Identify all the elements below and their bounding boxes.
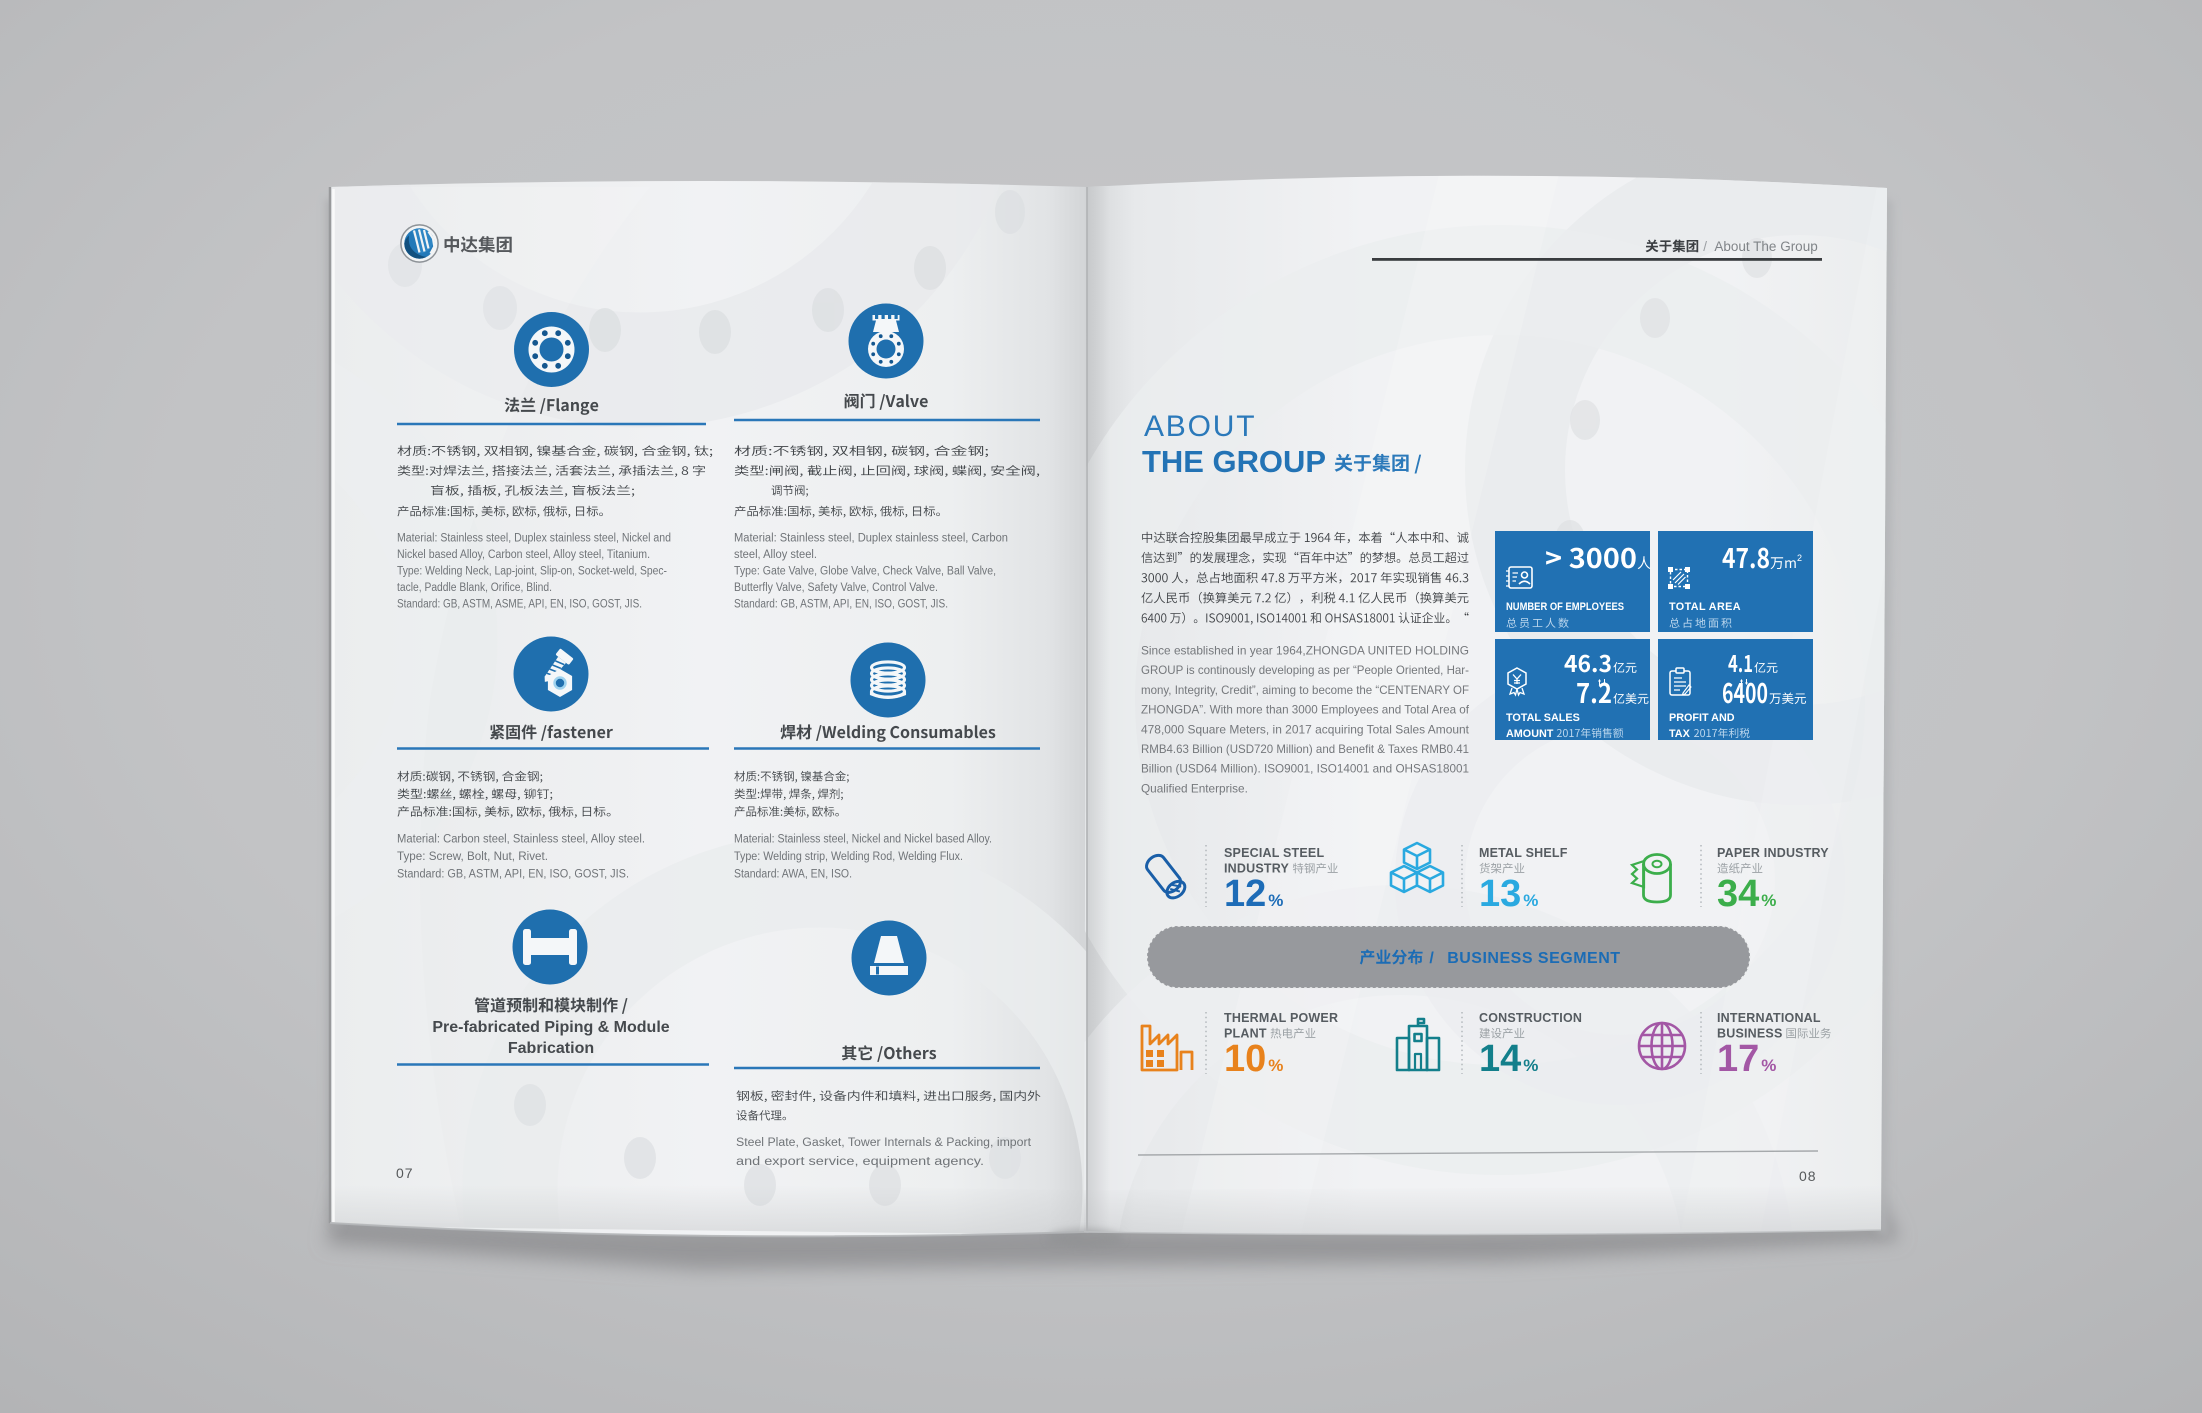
svg-text:PAPER INDUSTRY: PAPER INDUSTRY [1717,846,1829,860]
svg-text:TAX: TAX [1669,728,1691,740]
svg-text:and export service, equipment: and export service, equipment agency. [736,1156,984,1168]
svg-text:RMB4.63 Billion (USD720 Millio: RMB4.63 Billion (USD720 Million) and Ben… [1141,742,1469,756]
svg-text:ABOUT: ABOUT [1144,410,1256,443]
svg-text:07: 07 [396,1165,414,1181]
svg-text:THERMAL POWER: THERMAL POWER [1224,1011,1338,1025]
svg-text:ZHONGDA”. With more than 3000: ZHONGDA”. With more than 3000 Employees … [1141,703,1470,717]
svg-text:mony, Integrity, Credit”, aimi: mony, Integrity, Credit”, aiming to beco… [1141,683,1469,697]
svg-text:Type: Screw, Bolt, Nut, Rivet.: Type: Screw, Bolt, Nut, Rivet. [397,851,548,863]
svg-text:Pre-fabricated Piping & Module: Pre-fabricated Piping & Module [432,1019,669,1036]
svg-text:%: % [1268,1056,1283,1075]
svg-text:Steel Plate, Gasket, Tower Int: Steel Plate, Gasket, Tower Internals & P… [736,1137,1032,1149]
svg-text:%: % [1523,891,1538,910]
svg-text:14: 14 [1479,1038,1521,1080]
svg-text:%: % [1761,891,1776,910]
svg-text:Standard: GB, ASTM, ASME, API,: Standard: GB, ASTM, ASME, API, EN, ISO, … [397,598,642,610]
svg-text:CONSTRUCTION: CONSTRUCTION [1479,1011,1582,1025]
svg-text:NUMBER OF EMPLOYEES: NUMBER OF EMPLOYEES [1506,601,1624,613]
svg-text:%: % [1761,1056,1776,1075]
svg-text:Material: Carbon steel, Stainl: Material: Carbon steel, Stainless steel,… [397,834,645,846]
svg-text:PROFIT AND: PROFIT AND [1669,712,1735,724]
svg-text:Material: Stainless steel, Dup: Material: Stainless steel, Duplex stainl… [734,533,1008,545]
svg-text:Type: Welding Neck, Lap-joint,: Type: Welding Neck, Lap-joint, Slip-on, … [397,565,667,577]
svg-text:/: / [1429,950,1434,967]
svg-text:/: / [1703,239,1707,254]
svg-text:Fabrication: Fabrication [508,1040,594,1057]
svg-text:Standard: GB, ASTM, API, EN, I: Standard: GB, ASTM, API, EN, ISO, GOST, … [734,598,948,610]
svg-text:%: % [1523,1056,1538,1075]
svg-text:THE GROUP: THE GROUP [1142,444,1326,479]
svg-text:Type: Gate Valve, Globe Valve,: Type: Gate Valve, Globe Valve, Check Val… [734,565,996,577]
svg-text:Since established in year 1964: Since established in year 1964,ZHONGDA U… [1141,644,1469,658]
svg-text:10: 10 [1224,1038,1266,1080]
svg-text:34: 34 [1717,873,1759,915]
svg-text:BUSINESS: BUSINESS [1717,1027,1783,1041]
svg-text:TOTAL AREA: TOTAL AREA [1669,601,1741,613]
svg-text:12: 12 [1224,873,1266,915]
svg-text:17: 17 [1717,1038,1759,1080]
svg-text:GROUP is continously developin: GROUP is continously developing as per “… [1141,663,1469,677]
svg-text:SPECIAL STEEL: SPECIAL STEEL [1224,846,1324,860]
svg-text:Standard: AWA, EN, ISO.: Standard: AWA, EN, ISO. [734,869,852,881]
svg-text:AMOUNT: AMOUNT [1506,728,1554,740]
svg-text:METAL SHELF: METAL SHELF [1479,846,1568,860]
svg-text:Qualified Enterprise.: Qualified Enterprise. [1141,781,1248,795]
svg-text:Standard: GB, ASTM, API, EN, I: Standard: GB, ASTM, API, EN, ISO, GOST, … [397,869,629,881]
svg-text:08: 08 [1799,1168,1817,1184]
svg-text:BUSINESS SEGMENT: BUSINESS SEGMENT [1447,950,1620,967]
svg-text:TOTAL SALES: TOTAL SALES [1506,712,1580,724]
svg-text:steel, Alloy steel.: steel, Alloy steel. [734,549,817,561]
svg-text:About The Group: About The Group [1714,239,1817,254]
svg-text:Type: Welding strip, Welding R: Type: Welding strip, Welding Rod, Weldin… [734,851,963,863]
svg-text:13: 13 [1479,873,1521,915]
svg-text:PLANT: PLANT [1224,1027,1267,1041]
svg-text:Butterfly Valve, Safety Valve,: Butterfly Valve, Safety Valve, Control V… [734,582,938,594]
svg-text:Billion (USD64 Million). ISO90: Billion (USD64 Million). ISO9001, ISO140… [1141,762,1469,776]
svg-text:2: 2 [1797,553,1802,563]
svg-text:Material: Stainless steel, Dup: Material: Stainless steel, Duplex stainl… [397,533,671,545]
svg-text:tacle, Paddle Blank, Orifice,: tacle, Paddle Blank, Orifice, Blind. [397,582,552,594]
svg-text:Nickel based Alloy, Carbon ste: Nickel based Alloy, Carbon steel, Alloy … [397,549,650,561]
svg-text:%: % [1268,891,1283,910]
svg-text:INDUSTRY: INDUSTRY [1224,862,1289,876]
svg-text:478,000 Square Meters, in 2017: 478,000 Square Meters, in 2017 acquiring… [1141,722,1470,736]
svg-text:INTERNATIONAL: INTERNATIONAL [1717,1011,1821,1025]
svg-text:Material: Stainless steel, Nic: Material: Stainless steel, Nickel and Ni… [734,834,992,846]
